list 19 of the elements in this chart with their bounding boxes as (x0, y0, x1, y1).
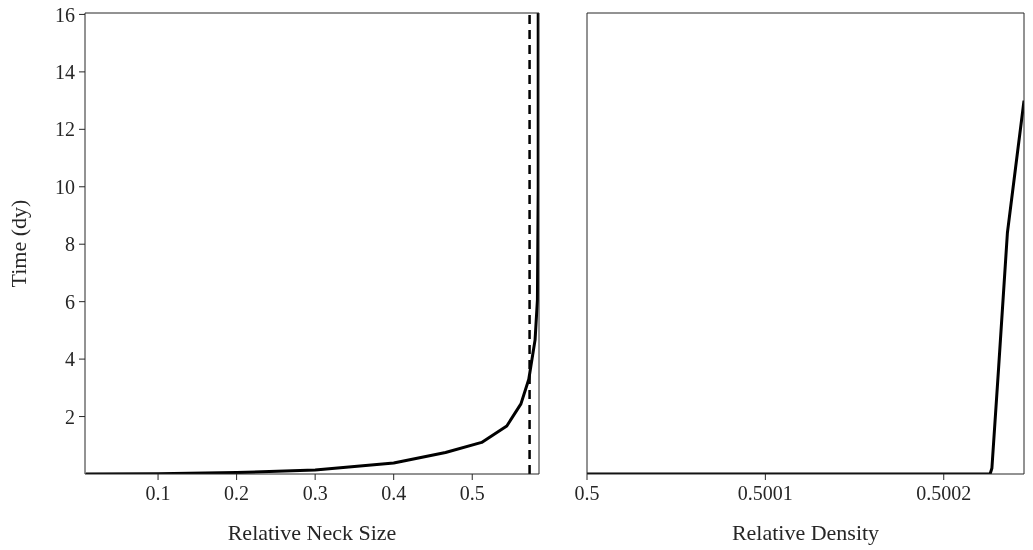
x-tick-label: 0.2 (224, 482, 250, 505)
x-tick-label: 0.3 (302, 482, 328, 505)
x-tick-label: 0.5002 (916, 482, 972, 505)
y-tick-label: 10 (55, 175, 75, 198)
x-tick-label: 0.1 (145, 482, 171, 505)
x-tick-label: 0.4 (381, 482, 407, 505)
y-tick-label: 6 (65, 290, 75, 313)
y-tick-label: 8 (65, 233, 75, 256)
y-tick-label: 4 (65, 348, 75, 371)
y-tick-label: 16 (55, 3, 75, 26)
y-tick-label: 14 (55, 60, 75, 83)
x-tick-label: 0.5001 (737, 482, 793, 505)
x-tick-label: 0.5 (459, 482, 485, 505)
x-axis-title: Relative Density (731, 520, 880, 545)
x-axis-title: Relative Neck Size (227, 520, 397, 545)
y-tick-label: 12 (55, 118, 75, 141)
y-axis-title: Time (dy) (5, 199, 31, 288)
y-tick-label: 2 (65, 405, 75, 428)
x-tick-label: 0.5 (574, 482, 600, 505)
